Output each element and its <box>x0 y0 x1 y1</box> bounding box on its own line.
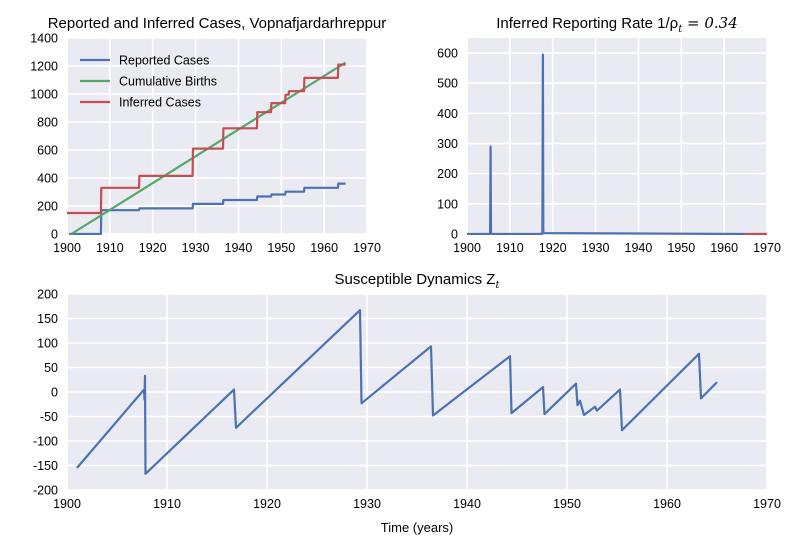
series-line-0 <box>467 53 746 235</box>
y-tick-label: 300 <box>437 137 458 151</box>
chart-title: Susceptible Dynamics Zt <box>335 271 501 291</box>
chart-reporting_rate: 1900 1910 1920 1930 1940 1950 1960 1970 0 100 200 3… <box>437 14 781 255</box>
x-tick-label: 1920 <box>253 497 281 511</box>
y-tick-label: 200 <box>37 200 58 214</box>
chart-title: Reported and Inferred Cases, Vopnafjarda… <box>48 15 387 32</box>
y-tick-label: 0 <box>51 228 58 242</box>
y-tick-label: 200 <box>37 288 58 302</box>
x-tick-label: 1930 <box>582 241 610 255</box>
x-tick-label: 1900 <box>53 241 81 255</box>
x-tick-label: 1970 <box>753 241 781 255</box>
x-tick-label: 1930 <box>353 497 381 511</box>
legend: Reported Cases Cumulative Births Inferred … <box>80 54 217 110</box>
chart-reported_inferred: 1900 1910 1920 1930 1940 1950 1960 1970 0 200 400 6… <box>30 15 386 255</box>
x-tick-label: 1950 <box>553 497 581 511</box>
legend-label: Reported Cases <box>119 54 209 68</box>
y-tick-label: 600 <box>37 144 58 158</box>
x-tick-label: 1930 <box>182 241 210 255</box>
y-tick-label: 150 <box>37 312 58 326</box>
y-tick-label: 0 <box>451 228 458 242</box>
y-tick-label: 600 <box>437 47 458 61</box>
y-tick-label: 50 <box>44 361 58 375</box>
y-tick-label: -50 <box>40 410 58 424</box>
y-tick-label: 0 <box>51 386 58 400</box>
x-tick-label: 1940 <box>625 241 653 255</box>
chart-susceptible: 1900 1910 1920 1930 1940 1950 1960 1970 -200 -150… <box>33 271 781 535</box>
x-tick-label: 1970 <box>353 241 381 255</box>
y-tick-label: 400 <box>437 107 458 121</box>
series-line-0 <box>76 309 718 475</box>
chart-title: Inferred Reporting Rate 1/ρt = 0.34 <box>496 14 738 35</box>
y-tick-label: 500 <box>437 77 458 91</box>
series-reported-cases <box>69 182 346 235</box>
y-tick-label: 200 <box>437 167 458 181</box>
x-tick-label: 1920 <box>539 241 567 255</box>
y-tick-label: 1200 <box>30 60 58 74</box>
x-axis-label: Time (years) <box>381 520 453 535</box>
x-tick-label: 1910 <box>153 497 181 511</box>
x-tick-label: 1900 <box>53 497 81 511</box>
legend-label: Inferred Cases <box>119 96 201 110</box>
x-tick-label: 1910 <box>496 241 524 255</box>
x-tick-label: 1920 <box>139 241 167 255</box>
y-tick-label: 800 <box>37 116 58 130</box>
x-tick-label: 1940 <box>453 497 481 511</box>
x-tick-label: 1960 <box>310 241 338 255</box>
series-inferred-cases <box>67 63 346 215</box>
y-tick-label: 400 <box>37 172 58 186</box>
x-tick-label: 1910 <box>96 241 124 255</box>
x-tick-label: 1940 <box>225 241 253 255</box>
x-tick-label: 1960 <box>710 241 738 255</box>
x-tick-label: 1970 <box>753 497 781 511</box>
x-tick-label: 1950 <box>267 241 295 255</box>
x-tick-label: 1950 <box>667 241 695 255</box>
plot-area <box>67 38 367 234</box>
y-tick-label: 1400 <box>30 32 58 46</box>
y-tick-label: -200 <box>33 484 58 498</box>
plot-area <box>467 38 767 234</box>
y-tick-label: -100 <box>33 435 58 449</box>
x-tick-label: 1900 <box>453 241 481 255</box>
x-tick-label: 1960 <box>653 497 681 511</box>
y-tick-label: 1000 <box>30 88 58 102</box>
y-tick-label: 100 <box>437 197 458 211</box>
y-tick-label: -150 <box>33 459 58 473</box>
legend-label: Cumulative Births <box>119 75 217 89</box>
y-tick-label: 100 <box>37 337 58 351</box>
